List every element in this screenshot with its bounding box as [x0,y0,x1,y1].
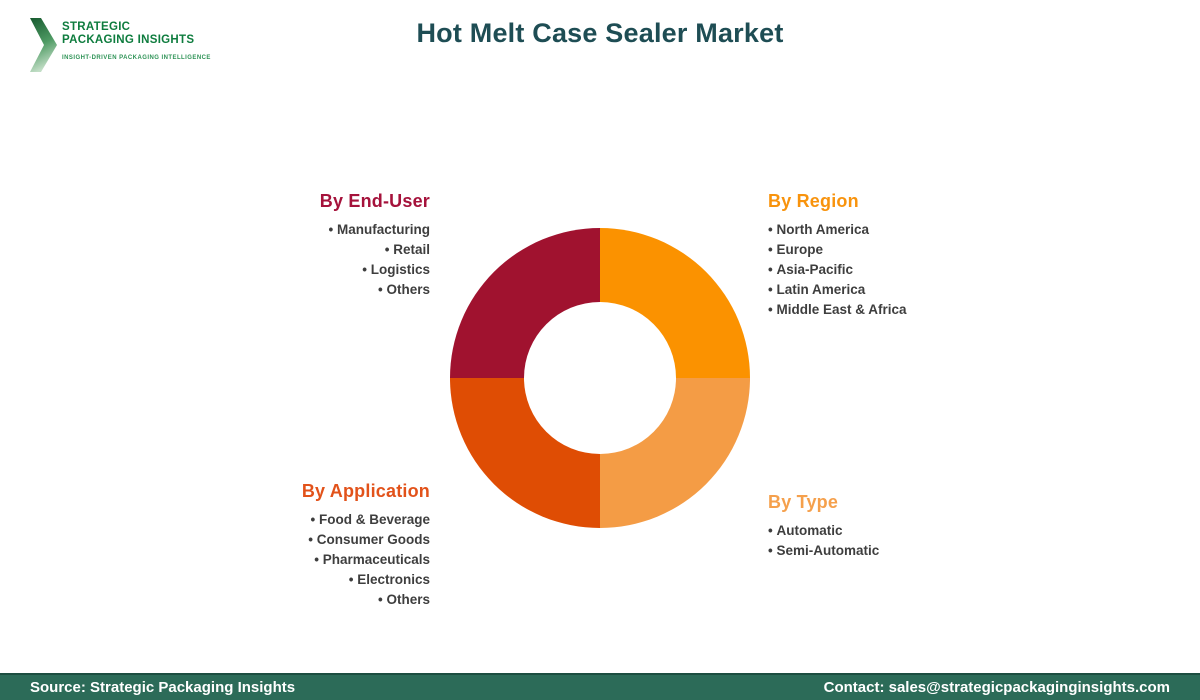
brand-name-line1: STRATEGIC [62,21,131,33]
list-item: Automatic [768,521,879,541]
list-item: Others [320,280,430,300]
brand-name-line2: PACKAGING INSIGHTS [62,33,195,46]
list-item: Manufacturing [320,220,430,240]
donut-hole [524,302,676,454]
footer-bar: Source: Strategic Packaging Insights Con… [0,673,1200,700]
list-item: Middle East & Africa [768,300,906,320]
donut-chart [450,228,750,528]
footer-contact: Contact: sales@strategicpackaginginsight… [823,679,1170,696]
segment-type-list: AutomaticSemi-Automatic [768,521,879,561]
segment-application-heading: By Application [301,481,430,501]
list-item: North America [768,220,907,240]
list-item: Logistics [320,260,430,280]
list-item: Asia-Pacific [768,260,907,280]
list-item: Others [302,590,430,610]
segment-region-list: North AmericaEuropeAsia-PacificLatin Ame… [768,220,907,320]
footer-source: Source: Strategic Packaging Insights [30,679,296,696]
segment-application-list: Food & BeverageConsumer GoodsPharmaceuti… [302,510,430,610]
segment-region-heading: By Region [768,191,859,211]
brand-tagline: INSIGHT-DRIVEN PACKAGING INTELLIGENCE [62,55,211,61]
list-item: Consumer Goods [302,530,430,550]
segment-type: By Type AutomaticSemi-Automatic [768,492,879,561]
brand-logo: STRATEGIC PACKAGING INSIGHTS INSIGHT-DRI… [30,15,211,72]
segment-end-user-list: ManufacturingRetailLogisticsOthers [320,220,430,300]
chevron-right-icon [30,18,57,72]
brand-name: STRATEGIC PACKAGING INSIGHTS INSIGHT-DRI… [62,15,211,61]
list-item: Europe [768,240,907,260]
list-item: Food & Beverage [302,510,430,530]
list-item: Retail [320,240,430,260]
segment-end-user: By End-User ManufacturingRetailLogistics… [320,191,430,300]
segment-application: By Application Food & BeverageConsumer G… [302,481,430,610]
page-title: Hot Melt Case Sealer Market [416,18,784,48]
list-item: Electronics [302,570,430,590]
list-item: Pharmaceuticals [302,550,430,570]
segment-type-heading: By Type [768,492,839,512]
segment-region: By Region North AmericaEuropeAsia-Pacifi… [768,191,907,320]
list-item: Semi-Automatic [768,541,879,561]
list-item: Latin America [768,280,907,300]
segment-end-user-heading: By End-User [319,191,430,211]
